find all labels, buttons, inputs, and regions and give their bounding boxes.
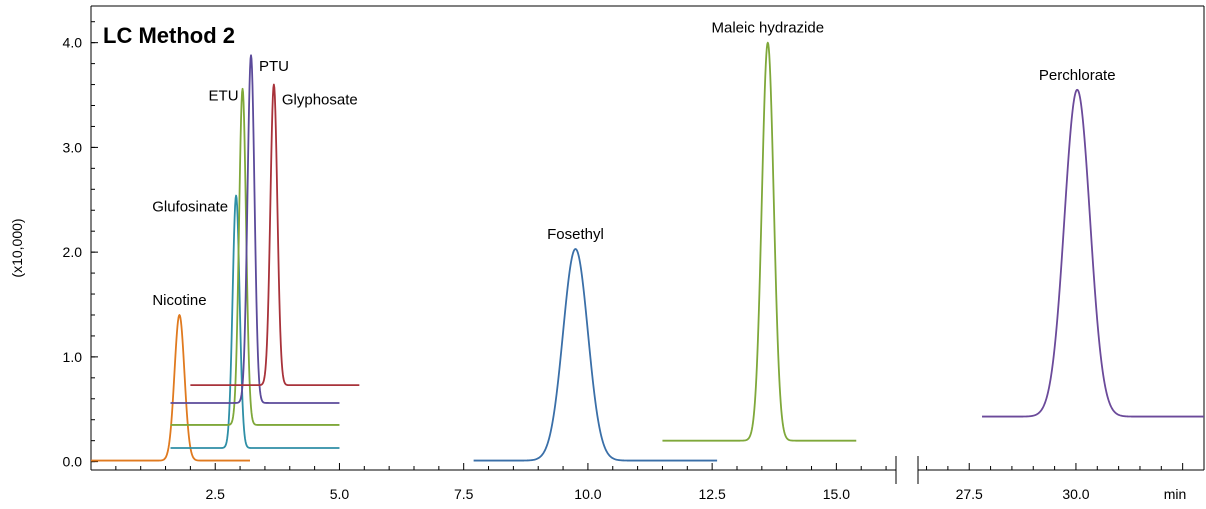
- x-tick-label: 10.0: [574, 486, 601, 502]
- peak-label-glufosinate: Glufosinate: [152, 199, 228, 216]
- peak-label-maleic-hydrazide: Maleic hydrazide: [712, 20, 825, 37]
- axes-layer: 0.0 1.0 2.0 3.0 4.0 2.5 5.0 7.5 10.0 12.5 15.0 27.5…: [63, 5, 1205, 502]
- x-tick-label: 15.0: [823, 486, 850, 502]
- y-axis-title: (x10,000): [9, 218, 25, 277]
- series-line-ptu: [170, 54, 340, 404]
- x-tick-label: 30.0: [1062, 486, 1089, 502]
- y-tick-label: 2.0: [63, 244, 83, 260]
- series-layer: [90, 41, 1205, 462]
- series-line-perchlorate: [981, 88, 1205, 418]
- peak-label-nicotine: Nicotine: [152, 292, 206, 309]
- y-tick-label: 0.0: [63, 454, 83, 470]
- x-tick-label: 12.5: [699, 486, 726, 502]
- y-tick-label: 3.0: [63, 139, 83, 155]
- x-tick-label: 27.5: [956, 486, 983, 502]
- peak-label-etu: ETU: [209, 88, 239, 105]
- x-axis-unit-label: min: [1164, 486, 1187, 502]
- series-line-glyphosate: [189, 83, 360, 387]
- y-tick-label: 1.0: [63, 349, 83, 365]
- x-tick-label: 5.0: [330, 486, 350, 502]
- x-tick-label: 2.5: [205, 486, 225, 502]
- y-tick-label: 4.0: [63, 35, 83, 51]
- peak-label-fosethyl: Fosethyl: [547, 226, 604, 243]
- peak-label-perchlorate: Perchlorate: [1039, 67, 1116, 84]
- series-line-glufosinate: [170, 194, 340, 449]
- series-line-maleic-hydrazide: [662, 41, 857, 442]
- peak-label-glyphosate: Glyphosate: [282, 92, 358, 109]
- label-layer: Nicotine Glufosinate ETU PTU Glyphosate Foset…: [152, 20, 1115, 309]
- chart-title: LC Method 2: [103, 23, 235, 48]
- peak-label-ptu: PTU: [259, 58, 289, 75]
- x-tick-label: 7.5: [454, 486, 474, 502]
- series-line-nicotine: [90, 314, 251, 462]
- series-line-fosethyl: [473, 248, 718, 462]
- series-line-etu: [170, 87, 340, 426]
